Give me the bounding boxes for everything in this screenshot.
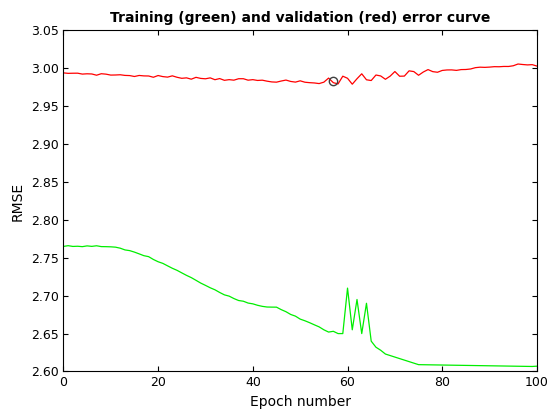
Y-axis label: RMSE: RMSE <box>11 181 25 220</box>
X-axis label: Epoch number: Epoch number <box>250 395 351 409</box>
Title: Training (green) and validation (red) error curve: Training (green) and validation (red) er… <box>110 11 491 25</box>
